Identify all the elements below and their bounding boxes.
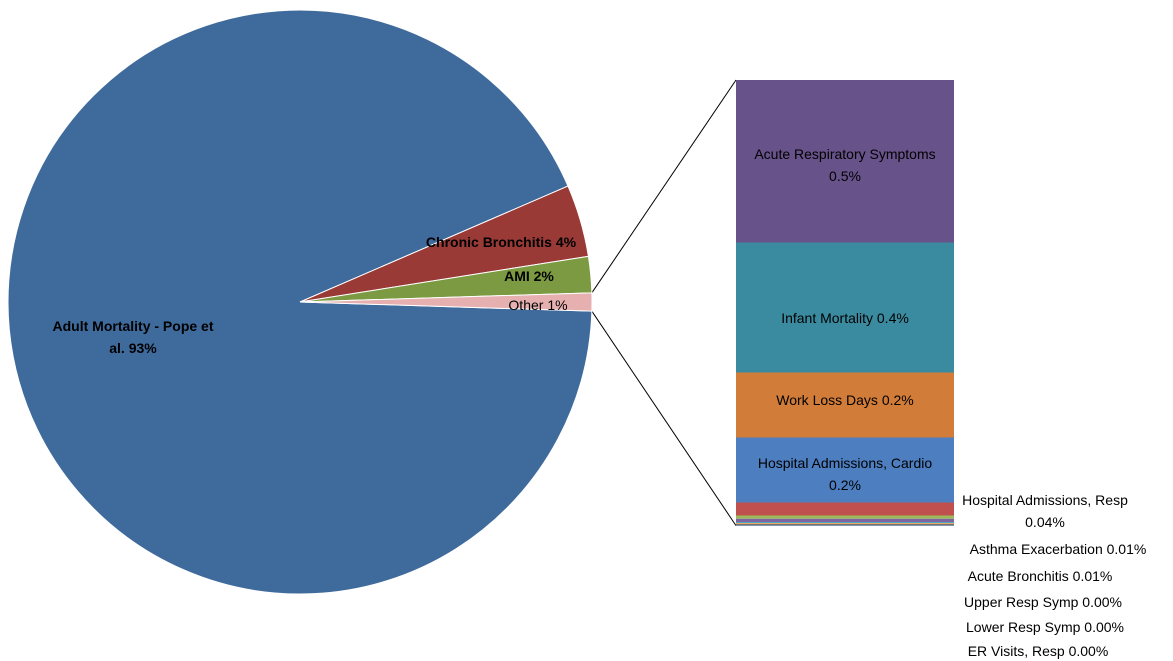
bar-label-hospital-admissions-cardio: Hospital Admissions, Cardio — [758, 455, 933, 471]
pie-label-adult-mortality-pope-et-al-line2: al. 93% — [109, 340, 157, 356]
bar-label-acute-bronchitis: Acute Bronchitis 0.01% — [968, 568, 1113, 584]
pie-label-other: Other 1% — [508, 297, 567, 313]
bar-segment-work-loss-days — [736, 372, 954, 438]
bar-label-lower-resp-symp: Lower Resp Symp 0.00% — [966, 619, 1124, 635]
bar-segment-hospital-admissions-cardio — [736, 437, 954, 503]
bar-segment-lower-resp-symp — [736, 523, 954, 525]
stacked-bar — [736, 80, 954, 526]
bar-label-upper-resp-symp: Upper Resp Symp 0.00% — [964, 594, 1122, 610]
pie-slice-other — [299, 292, 593, 312]
bar-segment-acute-respiratory-symptoms — [736, 80, 954, 243]
bar-segment-asthma-exacerbation — [736, 515, 954, 519]
bar-label-hospital-admissions-resp: Hospital Admissions, Resp — [962, 492, 1128, 508]
bar-segment-er-visits-resp — [736, 524, 954, 526]
connector-line-bottom — [591, 310, 737, 526]
bar-segment-acute-bronchitis — [736, 518, 954, 522]
pie-label-chronic-bronchitis: Chronic Bronchitis 4% — [426, 234, 577, 250]
bar-label-asthma-exacerbation: Asthma Exacerbation 0.01% — [970, 541, 1147, 557]
data-labels: Adult Mortality - Pope et al. 93% Chronic … — [53, 146, 1147, 659]
bar-label-hospital-admissions-resp-line2: 0.04% — [1025, 514, 1065, 530]
pie — [7, 9, 593, 595]
bar-segment-hospital-admissions-resp — [736, 502, 954, 516]
bar-label-er-visits-resp: ER Visits, Resp 0.00% — [968, 643, 1109, 659]
bar-label-infant-mortality: Infant Mortality 0.4% — [781, 310, 909, 326]
bar-segment-upper-resp-symp — [736, 522, 954, 524]
bar-label-hospital-admissions-cardio-line2: 0.2% — [829, 477, 861, 493]
bar-label-acute-respiratory-symptoms-line2: 0.5% — [829, 168, 861, 184]
pie-label-adult-mortality-pope-et-al: Adult Mortality - Pope et — [53, 318, 214, 334]
connector-lines — [591, 79, 737, 526]
bar-label-acute-respiratory-symptoms: Acute Respiratory Symptoms — [754, 146, 935, 162]
pie-label-ami: AMI 2% — [504, 268, 554, 284]
bar-segment-infant-mortality — [736, 242, 954, 373]
connector-line-top — [591, 79, 737, 294]
bar-label-work-loss-days: Work Loss Days 0.2% — [776, 392, 913, 408]
